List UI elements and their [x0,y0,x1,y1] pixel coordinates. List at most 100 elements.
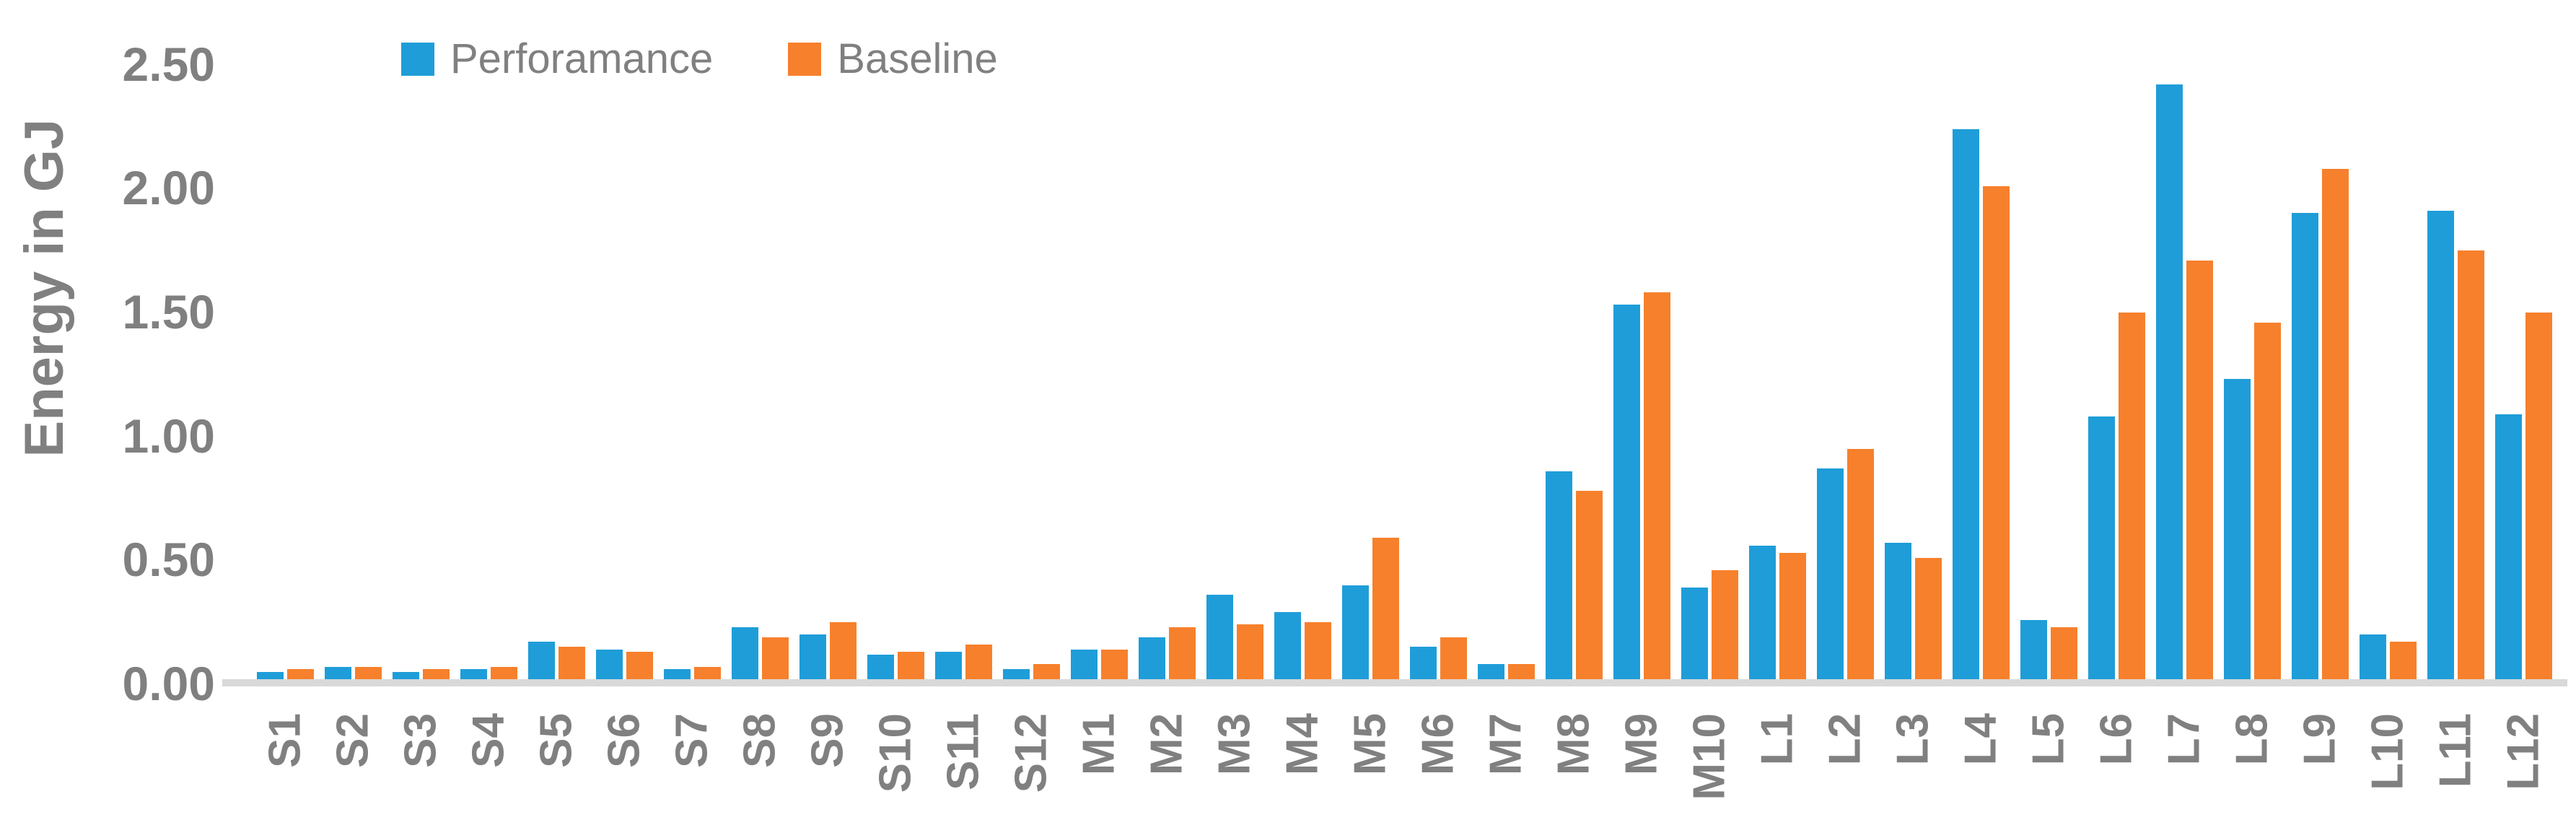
y-tick-label: 2.50 [122,37,215,91]
bar-performance-S3 [392,672,419,679]
legend-label-baseline: Baseline [837,35,998,82]
x-category-label-L7: L7 [2159,713,2209,766]
bar-performance-S1 [256,672,284,679]
bar-baseline-S12 [1033,664,1060,679]
bar-performance-M8 [1545,471,1572,679]
x-category-label-S11: S11 [938,713,989,790]
legend: Perforamance Baseline [401,35,998,83]
x-category-label-M4: M4 [1277,713,1328,776]
y-tick-label: 0.00 [122,657,215,710]
bar-performance-M2 [1138,637,1165,679]
bar-baseline-S3 [422,669,450,679]
y-tick-label: 1.50 [122,284,215,339]
bar-baseline-S1 [286,669,314,679]
bar-baseline-S11 [965,645,992,679]
bar-performance-L6 [2087,416,2115,679]
x-category-label-S2: S2 [328,713,378,768]
bar-performance-M9 [1613,305,1640,679]
x-category-label-S12: S12 [1006,713,1056,793]
x-category-label-M10: M10 [1684,713,1735,800]
bar-baseline-M9 [1643,292,1670,679]
bar-baseline-L11 [2457,250,2484,679]
bar-baseline-L6 [2118,313,2145,679]
bar-performance-L7 [2155,84,2183,679]
x-category-label-L10: L10 [2362,713,2413,790]
bar-baseline-L7 [2186,261,2213,679]
x-category-label-S5: S5 [531,713,582,768]
bar-performance-M3 [1206,595,1233,679]
bar-baseline-L5 [2050,627,2077,679]
bar-performance-L3 [1884,543,1911,679]
bar-performance-S5 [527,642,555,679]
bar-performance-M6 [1409,647,1437,679]
bar-performance-L10 [2359,634,2386,679]
bar-performance-S7 [663,669,691,679]
bar-baseline-L3 [1914,558,1942,679]
bar-baseline-M7 [1507,664,1535,679]
bar-performance-S12 [1002,669,1030,679]
bar-performance-S11 [934,652,962,679]
legend-swatch-baseline-icon [788,42,822,76]
x-category-label-L9: L9 [2295,713,2345,766]
x-category-label-L2: L2 [1820,713,1870,766]
bar-performance-L8 [2223,379,2251,679]
x-category-label-S7: S7 [667,713,717,768]
bar-baseline-S5 [558,647,585,679]
bar-performance-L1 [1748,546,1776,679]
x-category-label-L12: L12 [2498,713,2549,790]
x-category-label-S8: S8 [735,713,785,768]
bar-performance-L5 [2020,620,2047,679]
x-category-label-L6: L6 [2091,713,2142,766]
bar-performance-M4 [1274,612,1301,679]
bar-baseline-S8 [761,637,789,679]
x-category-label-M2: M2 [1142,713,1192,776]
bar-performance-M10 [1681,588,1708,679]
bar-performance-L4 [1952,129,1979,679]
legend-item-performance: Perforamance [401,35,713,83]
bar-baseline-L8 [2253,323,2281,679]
x-category-label-L11: L11 [2430,713,2481,788]
bar-performance-L11 [2427,211,2454,679]
bar-performance-L12 [2494,414,2522,679]
x-category-label-M6: M6 [1413,713,1463,776]
x-category-label-L4: L4 [1955,713,2006,766]
x-category-label-M1: M1 [1074,713,1124,776]
x-category-label-S9: S9 [802,713,853,768]
y-tick-label: 0.50 [122,533,215,587]
y-tick-label: 2.00 [122,161,215,215]
bar-baseline-L12 [2525,313,2552,679]
bar-baseline-M5 [1372,538,1399,679]
bar-performance-S8 [731,627,758,679]
x-category-label-S4: S4 [463,713,514,768]
bar-baseline-S4 [490,667,517,679]
legend-item-baseline: Baseline [788,35,998,83]
bar-baseline-S9 [829,622,857,679]
x-category-label-S10: S10 [870,713,921,793]
y-tick-label: 1.00 [122,409,215,463]
bar-baseline-L10 [2389,642,2417,679]
bar-baseline-M8 [1575,491,1603,679]
x-category-label-S1: S1 [260,713,310,768]
bar-baseline-S7 [693,667,721,679]
x-category-label-S6: S6 [599,713,649,768]
legend-label-performance: Perforamance [450,35,714,82]
bar-performance-M5 [1341,585,1369,679]
bar-baseline-M1 [1100,650,1128,679]
x-category-label-L3: L3 [1888,713,1938,766]
bar-performance-S2 [324,667,351,679]
x-category-label-M7: M7 [1481,713,1531,776]
bar-baseline-M10 [1711,570,1738,679]
bar-baseline-S10 [897,652,924,679]
bar-baseline-L4 [1982,186,2010,679]
bar-baseline-M2 [1168,627,1196,679]
bar-baseline-M3 [1236,624,1263,679]
bar-baseline-L9 [2321,169,2349,679]
bar-baseline-S6 [626,652,653,679]
bar-baseline-L2 [1846,449,1874,679]
bar-performance-S9 [799,634,826,679]
bar-performance-L2 [1816,468,1844,679]
legend-swatch-performance-icon [401,42,434,76]
bar-performance-M7 [1477,664,1504,679]
x-category-label-M3: M3 [1209,713,1260,776]
bar-performance-S4 [460,669,487,679]
